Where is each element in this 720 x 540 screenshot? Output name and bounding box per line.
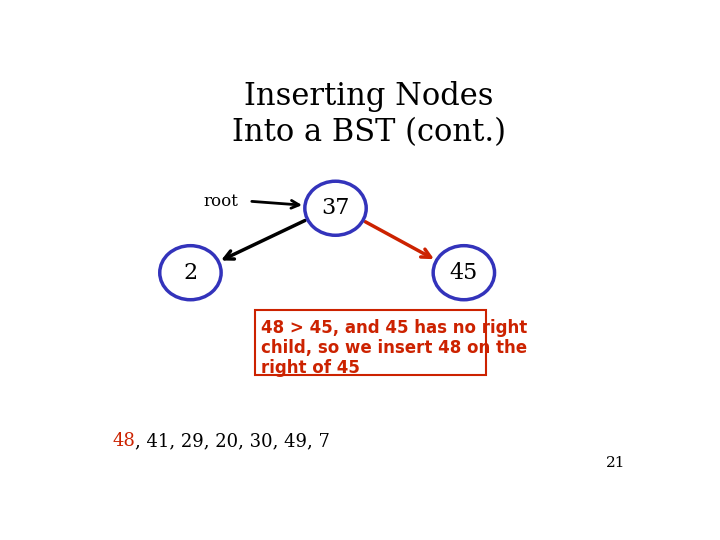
Text: child, so we insert 48 on the: child, so we insert 48 on the: [261, 339, 528, 357]
Text: right of 45: right of 45: [261, 359, 360, 377]
Ellipse shape: [160, 246, 221, 300]
Text: 37: 37: [321, 197, 350, 219]
Text: 2: 2: [184, 262, 197, 284]
Text: 45: 45: [450, 262, 478, 284]
Ellipse shape: [433, 246, 495, 300]
Text: root: root: [203, 193, 238, 210]
Text: Inserting Nodes
Into a BST (cont.): Inserting Nodes Into a BST (cont.): [232, 82, 506, 148]
Text: 48 > 45, and 45 has no right: 48 > 45, and 45 has no right: [261, 319, 528, 338]
Ellipse shape: [305, 181, 366, 235]
Text: 21: 21: [606, 456, 626, 470]
Text: , 41, 29, 20, 30, 49, 7: , 41, 29, 20, 30, 49, 7: [135, 432, 330, 450]
FancyBboxPatch shape: [255, 310, 486, 375]
Text: 48: 48: [112, 432, 135, 450]
